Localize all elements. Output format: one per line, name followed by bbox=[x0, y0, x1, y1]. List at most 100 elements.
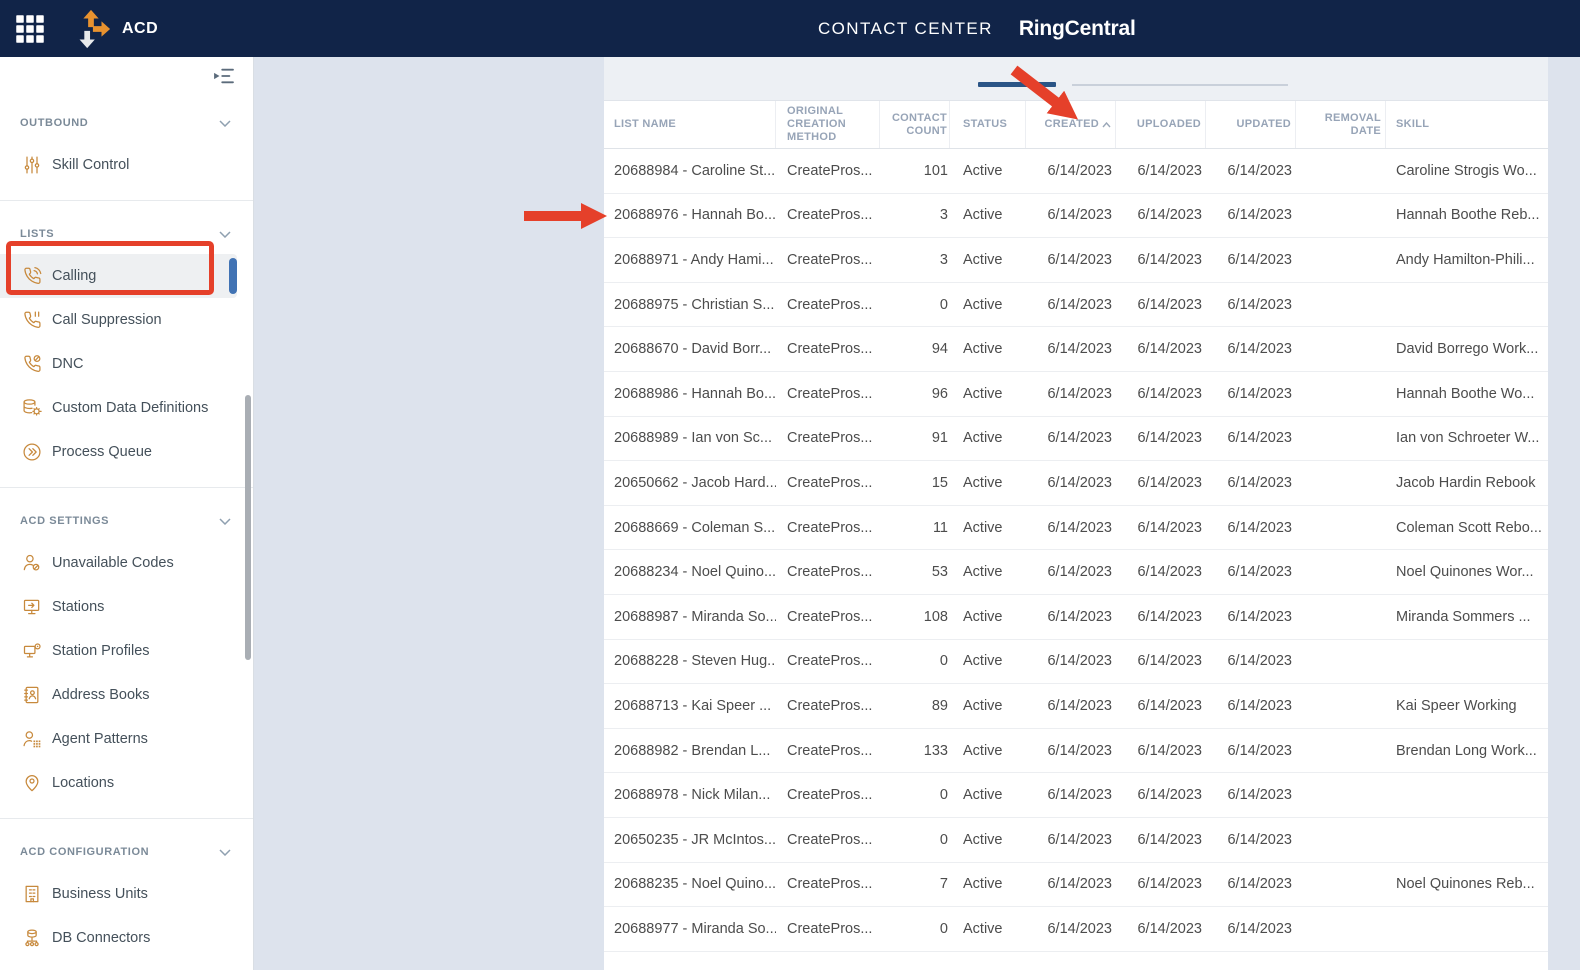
sidebar-item-label: Custom Data Definitions bbox=[52, 400, 209, 416]
table-row[interactable]: 20650235 - JR McIntos... CreatePros... 0 Ac… bbox=[604, 818, 1548, 863]
cell-creation-method: CreatePros... bbox=[787, 831, 873, 848]
table-row[interactable]: 20688989 - Ian von Sc... CreatePros... 91 A… bbox=[604, 417, 1548, 462]
table-row[interactable]: 20688235 - Noel Quino... CreatePros... 7 Ac… bbox=[604, 863, 1548, 908]
sidebar-item-address-books[interactable]: Address Books bbox=[0, 673, 253, 717]
cell-creation-method: CreatePros... bbox=[787, 519, 873, 536]
table-row[interactable]: 20688975 - Christian S... CreatePros... 0 A… bbox=[604, 283, 1548, 328]
cell-list-name: 20688234 - Noel Quino... bbox=[614, 564, 776, 581]
sidebar-item-dnc[interactable]: DNC bbox=[0, 342, 253, 386]
cell-creation-method: CreatePros... bbox=[787, 564, 873, 581]
sidebar-item-process-queue[interactable]: Process Queue bbox=[0, 430, 253, 474]
phone-block-icon bbox=[24, 355, 41, 372]
cell-skill: Noel Quinones Wor... bbox=[1396, 564, 1534, 581]
column-header-list-name[interactable]: LIST NAME bbox=[604, 101, 776, 148]
sidebar-item-agent-patterns[interactable]: Agent Patterns bbox=[0, 717, 253, 761]
cell-list-name: 20650662 - Jacob Hard... bbox=[614, 474, 776, 491]
cell-skill: Jacob Hardin Rebook bbox=[1396, 474, 1536, 491]
sidebar-item-call-suppression[interactable]: Call Suppression bbox=[0, 298, 253, 342]
main-content: LIST NAME ORIGINAL CREATION METHOD CONTACT… bbox=[254, 57, 1580, 970]
column-header-created[interactable]: CREATED bbox=[1026, 101, 1116, 148]
app-launcher-icon[interactable] bbox=[14, 13, 46, 45]
cell-list-name: 20688977 - Miranda So... bbox=[614, 920, 776, 937]
cell-uploaded: 6/14/2023 bbox=[1137, 430, 1202, 447]
table-row[interactable]: 20688982 - Brendan L... CreatePros... 133 A… bbox=[604, 729, 1548, 774]
column-header-removal-date[interactable]: REMOVAL DATE bbox=[1296, 101, 1386, 148]
sidebar-item-unavailable-codes[interactable]: Unavailable Codes bbox=[0, 541, 253, 585]
sidebar-item-skill-control[interactable]: Skill Control bbox=[0, 143, 253, 187]
table-row[interactable]: 20688987 - Miranda So... CreatePros... 108… bbox=[604, 595, 1548, 640]
table-row[interactable]: 20688669 - Coleman S... CreatePros... 11 Ac… bbox=[604, 506, 1548, 551]
sidebar-item-label: Skill Control bbox=[52, 157, 130, 173]
cell-uploaded: 6/14/2023 bbox=[1137, 787, 1202, 804]
cell-list-name: 20688984 - Caroline St... bbox=[614, 162, 776, 179]
table-row[interactable]: 20688234 - Noel Quino... CreatePros... 53 A… bbox=[604, 550, 1548, 595]
cell-updated: 6/14/2023 bbox=[1227, 519, 1292, 536]
cell-status: Active bbox=[963, 296, 1003, 313]
sidebar-item-stations[interactable]: Stations bbox=[0, 585, 253, 629]
cell-creation-method: CreatePros... bbox=[787, 251, 873, 268]
sidebar-item-station-profiles[interactable]: Station Profiles bbox=[0, 629, 253, 673]
cell-uploaded: 6/14/2023 bbox=[1137, 742, 1202, 759]
table-row[interactable]: 20688978 - Nick Milan... CreatePros... 0 Ac… bbox=[604, 773, 1548, 818]
cell-contact-count: 89 bbox=[931, 697, 948, 714]
section-heading-outbound[interactable]: OUTBOUND bbox=[0, 103, 253, 143]
column-header-updated[interactable]: UPDATED bbox=[1206, 101, 1296, 148]
sidebar-item-business-units[interactable]: Business Units bbox=[0, 872, 253, 916]
collapse-sidebar-icon[interactable] bbox=[213, 67, 235, 85]
tab-indicator-selected[interactable] bbox=[978, 82, 1056, 87]
cell-status: Active bbox=[963, 653, 1003, 670]
cell-skill: David Borrego Work... bbox=[1396, 341, 1539, 358]
table-row[interactable]: 20688984 - Caroline St... CreatePros... 10… bbox=[604, 149, 1548, 194]
sidebar-divider bbox=[0, 818, 253, 819]
column-header-label: SKILL bbox=[1396, 118, 1430, 130]
sidebar-item-custom-data-definitions[interactable]: Custom Data Definitions bbox=[0, 386, 253, 430]
column-header-original-creation-method[interactable]: ORIGINAL CREATION METHOD bbox=[776, 101, 880, 148]
table-row[interactable]: 20688976 - Hannah Bo... CreatePros... 3 Act… bbox=[604, 194, 1548, 239]
sidebar-sections: OUTBOUND Skill Control LISTS Calling Call Su… bbox=[0, 103, 253, 970]
sidebar-item-label: Unavailable Codes bbox=[52, 555, 174, 571]
cell-status: Active bbox=[963, 251, 1003, 268]
sidebar-item-label: Process Queue bbox=[52, 444, 152, 460]
column-header-status[interactable]: STATUS bbox=[950, 101, 1026, 148]
table-row[interactable]: 20650662 - Jacob Hard... CreatePros... 15 A… bbox=[604, 461, 1548, 506]
sidebar-item-label: Station Profiles bbox=[52, 643, 150, 659]
sidebar-scrollbar[interactable] bbox=[245, 395, 251, 660]
sidebar-item-locations[interactable]: Locations bbox=[0, 761, 253, 805]
sidebar-item-calling[interactable]: Calling bbox=[0, 254, 237, 298]
table-row[interactable]: 20688228 - Steven Hug... CreatePros... 0 Ac… bbox=[604, 640, 1548, 685]
product-label: CONTACT CENTER bbox=[818, 18, 993, 38]
sidebar-item-db-connectors[interactable]: DB Connectors bbox=[0, 916, 253, 960]
column-header-uploaded[interactable]: UPLOADED bbox=[1116, 101, 1206, 148]
section-heading-acd-settings[interactable]: ACD SETTINGS bbox=[0, 501, 253, 541]
column-header-contact-count[interactable]: CONTACT COUNT bbox=[880, 101, 950, 148]
cell-list-name: 20688986 - Hannah Bo... bbox=[614, 385, 776, 402]
cell-uploaded: 6/14/2023 bbox=[1137, 920, 1202, 937]
sidebar-item-label: Locations bbox=[52, 775, 115, 791]
column-header-label: CONTACT COUNT bbox=[891, 111, 947, 137]
cell-created: 6/14/2023 bbox=[1047, 831, 1112, 848]
column-header-skill[interactable]: SKILL bbox=[1386, 101, 1548, 148]
database-gear-icon bbox=[23, 399, 42, 416]
table-row[interactable]: 20688986 - Hannah Bo... CreatePros... 96 Ac… bbox=[604, 372, 1548, 417]
chevron-down-icon bbox=[219, 848, 231, 856]
cell-updated: 6/14/2023 bbox=[1227, 787, 1292, 804]
sidebar-divider bbox=[0, 200, 253, 201]
table-row[interactable]: 20688971 - Andy Hami... CreatePros... 3 Act… bbox=[604, 238, 1548, 283]
cell-list-name: 20688670 - David Borr... bbox=[614, 341, 772, 358]
section-heading-acd-configuration[interactable]: ACD CONFIGURATION bbox=[0, 832, 253, 872]
table-row[interactable]: 20688670 - David Borr... CreatePros... 94 A… bbox=[604, 327, 1548, 372]
address-book-icon bbox=[24, 686, 39, 704]
table-row[interactable]: 20688713 - Kai Speer ... CreatePros... 89 A… bbox=[604, 684, 1548, 729]
sidebar-item-label: Agent Patterns bbox=[52, 731, 148, 747]
cell-status: Active bbox=[963, 474, 1003, 491]
cell-created: 6/14/2023 bbox=[1047, 519, 1112, 536]
tab-indicator-unselected[interactable] bbox=[1072, 84, 1288, 86]
section-heading-label: OUTBOUND bbox=[20, 117, 89, 129]
section-heading-lists[interactable]: LISTS bbox=[0, 214, 253, 254]
cell-created: 6/14/2023 bbox=[1047, 564, 1112, 581]
cell-created: 6/14/2023 bbox=[1047, 653, 1112, 670]
cell-contact-count: 0 bbox=[939, 787, 948, 804]
cell-status: Active bbox=[963, 385, 1003, 402]
table-row[interactable]: 20688977 - Miranda So... CreatePros... 0 Ac… bbox=[604, 907, 1548, 952]
column-header-label: REMOVAL DATE bbox=[1324, 111, 1381, 137]
